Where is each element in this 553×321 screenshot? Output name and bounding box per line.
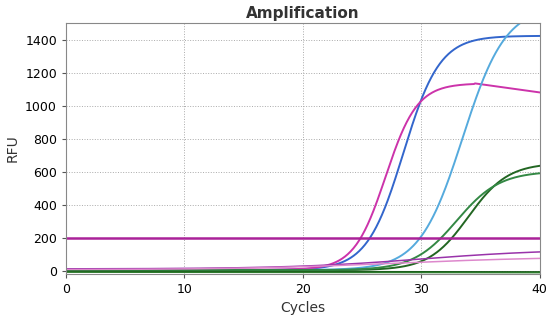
Y-axis label: RFU: RFU <box>6 134 19 162</box>
X-axis label: Cycles: Cycles <box>280 301 325 316</box>
Title: Amplification: Amplification <box>246 5 359 21</box>
